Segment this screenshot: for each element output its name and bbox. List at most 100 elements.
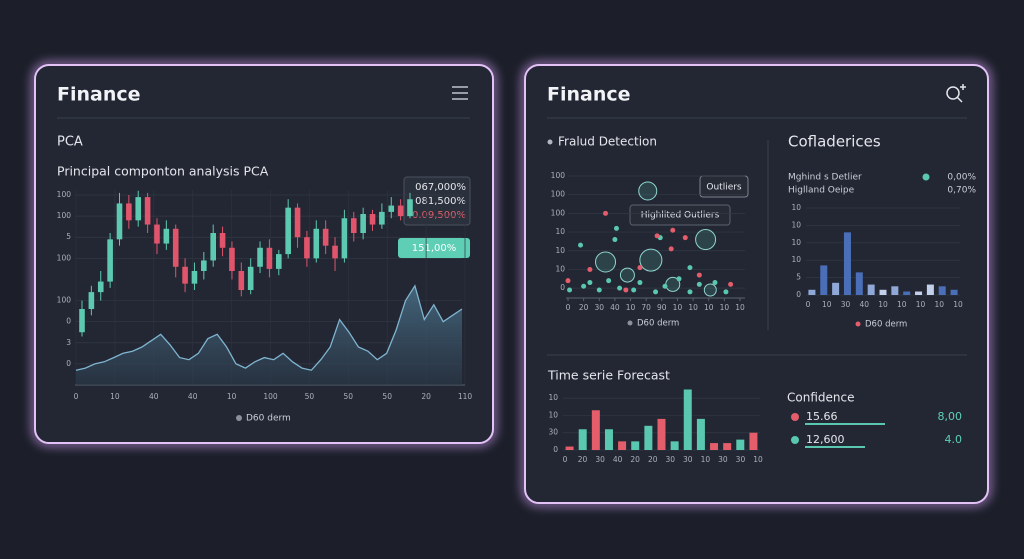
y-tick-label: 5 — [66, 232, 71, 241]
candle-body — [276, 254, 282, 269]
candle-body — [154, 224, 160, 244]
point — [581, 283, 587, 289]
panel-title: Finance — [547, 84, 631, 106]
area — [76, 285, 462, 385]
y-tick-label: 5 — [796, 273, 801, 282]
search-icon[interactable] — [946, 84, 966, 103]
section-title: PCA — [57, 135, 83, 150]
candle-body — [135, 197, 142, 221]
legend-dot — [855, 321, 861, 327]
x-tick-label: 50 — [382, 392, 392, 401]
legend-text: D60 derm — [865, 320, 907, 330]
y-tick-label: 3 — [66, 338, 71, 347]
x-tick-label: 30 — [665, 455, 675, 464]
point — [617, 285, 623, 291]
candle-body — [88, 292, 95, 309]
candle-body — [407, 199, 413, 217]
x-tick-label: 10 — [934, 300, 944, 309]
bar — [604, 429, 613, 450]
candle-body — [379, 211, 385, 225]
point — [682, 235, 688, 241]
y-tick-label: 0 — [553, 445, 558, 454]
legend-dot — [236, 415, 242, 421]
bar — [591, 410, 600, 450]
x-tick-label: 40 — [149, 392, 159, 401]
point — [587, 280, 593, 286]
right-panel — [524, 64, 989, 504]
y-tick-label: 0 — [796, 290, 801, 299]
x-tick-label: 30 — [683, 455, 693, 464]
bullet — [547, 139, 553, 145]
candle-body — [247, 266, 254, 290]
bar — [915, 291, 923, 295]
candle-body — [79, 309, 85, 333]
candle-body — [294, 207, 301, 238]
bar — [631, 441, 640, 450]
x-tick-label: 0 — [806, 300, 811, 309]
x-tick-label: 20 — [421, 392, 431, 401]
x-tick-label: 10 — [753, 455, 763, 464]
y-tick-label: 0 — [560, 283, 565, 292]
outlier — [695, 229, 717, 251]
x-tick-label: 10 — [110, 392, 120, 401]
legend-dot — [922, 173, 930, 181]
menu-icon[interactable] — [452, 86, 468, 100]
point — [676, 276, 682, 282]
x-tick-label: 10 — [735, 303, 745, 312]
confidence-value: 15.66 — [806, 410, 838, 423]
legend-dot — [627, 320, 633, 326]
x-tick-label: 10 — [704, 303, 714, 312]
point — [696, 272, 702, 278]
x-tick-label: 50 — [305, 392, 315, 401]
x-tick-label: 10 — [720, 303, 730, 312]
outlier — [703, 283, 717, 297]
bar — [578, 429, 587, 450]
candle-body — [388, 205, 395, 212]
x-tick-label: 30 — [736, 455, 746, 464]
point — [596, 287, 602, 293]
x-tick-label: 0 — [563, 455, 568, 464]
y-tick-label: 10 — [791, 255, 801, 264]
bar — [696, 418, 705, 450]
badge — [398, 238, 470, 258]
bar — [867, 284, 875, 295]
x-tick-label: 40 — [188, 392, 198, 401]
tooltip-text: 0.09,500% — [412, 210, 466, 221]
legend-value: 0,70% — [947, 186, 976, 196]
x-tick-label: 10 — [701, 455, 711, 464]
candle-body — [116, 203, 123, 240]
tooltip — [403, 176, 471, 226]
y-tick-label: 10 — [548, 410, 558, 419]
confidence-dot — [791, 436, 799, 444]
candle-body — [229, 247, 235, 271]
x-tick-label: 110 — [458, 392, 473, 401]
bar — [749, 432, 758, 450]
point — [728, 281, 734, 287]
point — [637, 265, 643, 271]
candle-body — [304, 237, 310, 259]
bar — [879, 289, 887, 295]
y-tick-label: 100 — [57, 211, 72, 220]
candle-body — [257, 247, 263, 267]
x-tick-label: 10 — [822, 300, 832, 309]
bar — [808, 289, 816, 295]
x-tick-label: 40 — [610, 303, 620, 312]
bar — [903, 291, 911, 295]
bar — [644, 425, 653, 450]
bar — [657, 418, 666, 450]
section-title: Time serie Forecast — [547, 368, 670, 383]
x-tick-label: 10 — [916, 300, 926, 309]
point — [578, 242, 584, 248]
bar — [832, 282, 840, 295]
x-tick-label: 90 — [657, 303, 667, 312]
x-tick-label: 30 — [718, 455, 728, 464]
candle-body — [191, 271, 198, 284]
point — [712, 280, 718, 286]
x-tick-label: 10 — [227, 392, 237, 401]
candle-body — [350, 218, 357, 233]
x-tick-label: 10 — [673, 303, 683, 312]
outlier — [595, 251, 617, 273]
chart-title: Principal componton analysis PCA — [57, 164, 269, 179]
legend-text: Higlland Oeipe — [788, 186, 855, 196]
area-line — [75, 284, 463, 371]
